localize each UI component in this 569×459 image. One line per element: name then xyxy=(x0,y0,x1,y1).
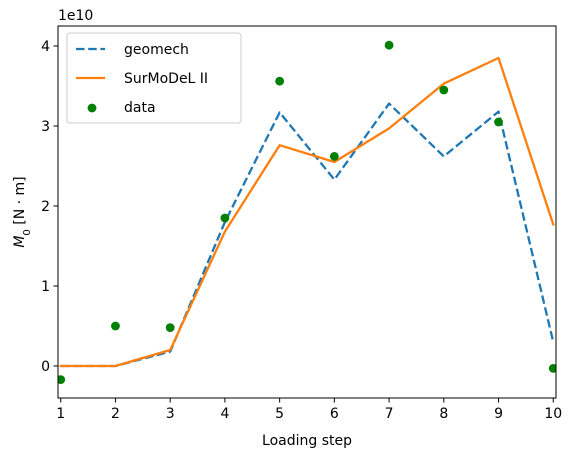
legend-box xyxy=(66,32,242,124)
x-tick-label: 7 xyxy=(385,406,394,422)
data-point-data xyxy=(220,213,230,223)
x-tick-label: 2 xyxy=(111,406,120,422)
y-tick-label: 1 xyxy=(41,279,50,295)
y-axis-title-symbol: M xyxy=(12,236,28,248)
x-tick-label: 6 xyxy=(330,406,339,422)
data-point-data xyxy=(548,364,556,373)
data-point-data xyxy=(275,76,285,86)
x-tick-label: 9 xyxy=(494,406,503,422)
series-line-geomech xyxy=(60,102,555,368)
data-point-data xyxy=(111,321,120,331)
y-axis-title: M0 [N · m] xyxy=(12,176,33,247)
x-tick-label: 10 xyxy=(544,406,562,422)
y-axis-title-unit: [N · m] xyxy=(12,176,28,229)
legend-label-surmodel-ii: SurMoDeL II xyxy=(124,71,208,87)
x-tick-label: 5 xyxy=(275,406,284,422)
data-point-data xyxy=(494,117,503,127)
data-point-data xyxy=(439,85,449,95)
series-line-surmodel-ii xyxy=(59,56,555,368)
legend-swatch-data xyxy=(87,103,97,113)
legend-label-data: data xyxy=(124,100,156,116)
x-axis-title: Loading step xyxy=(262,433,352,449)
x-tick-label: 8 xyxy=(439,406,448,422)
data-point-data xyxy=(384,40,394,50)
data-point-data xyxy=(165,323,175,332)
y-tick-label: 3 xyxy=(41,119,50,135)
x-tick-label: 4 xyxy=(220,406,229,422)
data-group xyxy=(58,40,556,384)
data-point-data xyxy=(329,152,339,161)
y-offset-text: 1e10 xyxy=(58,8,93,24)
legend-label-geomech: geomech xyxy=(124,42,189,58)
y-axis-title-subscript: 0 xyxy=(22,229,33,235)
x-tick-label: 3 xyxy=(166,406,175,422)
y-tick-label: 4 xyxy=(41,39,50,55)
plot-frame xyxy=(57,25,557,399)
y-tick-label: 2 xyxy=(41,199,50,215)
plot-area xyxy=(58,40,556,384)
data-point-data xyxy=(58,375,66,384)
legend: geomech SurMoDeL II data xyxy=(66,32,242,124)
y-tick-label: 0 xyxy=(41,359,50,375)
x-tick-label: 1 xyxy=(56,406,65,422)
